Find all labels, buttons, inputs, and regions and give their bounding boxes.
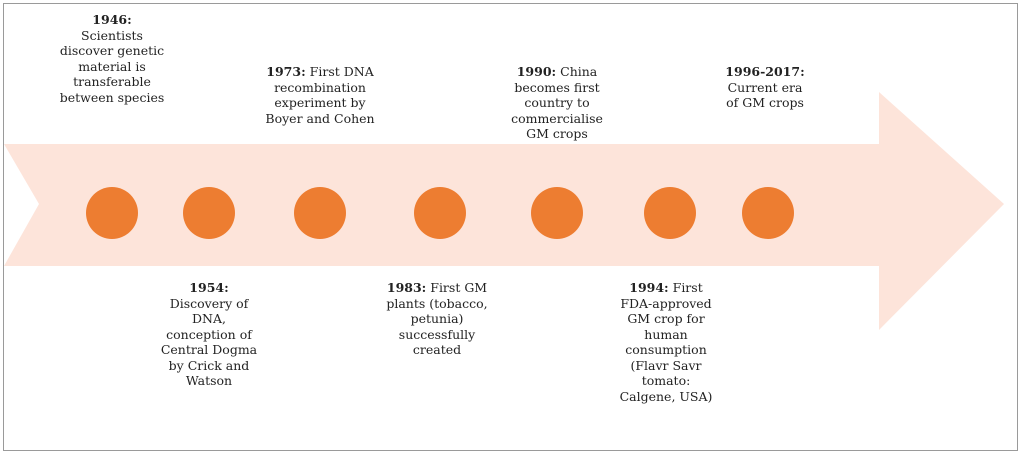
- event-year: 1990:: [516, 64, 557, 79]
- timeline-dot-1996-2017: [742, 187, 794, 239]
- event-year: 1946:: [92, 12, 132, 27]
- event-text: First GM plants (tobacco, petunia) succe…: [386, 280, 488, 357]
- timeline-dot-1973: [294, 187, 346, 239]
- event-text: Current era of GM crops: [726, 79, 804, 111]
- event-label-1994: 1994: First FDA-approved GM crop for hum…: [614, 280, 718, 404]
- event-text: Discovery of DNA, conception of Central …: [160, 295, 258, 389]
- event-year: 1996-2017:: [725, 64, 805, 79]
- event-year: 1994:: [629, 280, 669, 295]
- timeline-dot-1990: [531, 187, 583, 239]
- event-label-1954: 1954: Discovery of DNA, conception of Ce…: [160, 280, 258, 389]
- event-label-1996-2017: 1996-2017: Current era of GM crops: [720, 64, 810, 111]
- event-label-1973: 1973: First DNA recombination experiment…: [254, 64, 386, 126]
- event-year: 1954:: [189, 280, 229, 295]
- event-text: First DNA recombination experiment by Bo…: [265, 64, 375, 126]
- event-label-1946: 1946: Scientists discover genetic materi…: [58, 12, 166, 105]
- event-text: Scientists discover genetic material is …: [59, 27, 165, 105]
- event-label-1983: 1983: First GM plants (tobacco, petunia)…: [382, 280, 492, 358]
- timeline-dot-1946: [86, 187, 138, 239]
- event-year: 1983:: [386, 280, 427, 295]
- timeline-dot-1983: [414, 187, 466, 239]
- timeline-arrow: [4, 92, 1004, 330]
- event-year: 1973:: [266, 64, 306, 79]
- timeline-dot-1954: [183, 187, 235, 239]
- timeline-frame: 1946: Scientists discover genetic materi…: [3, 3, 1018, 451]
- event-text: China becomes first country to commercia…: [511, 64, 603, 141]
- timeline-dot-1994: [644, 187, 696, 239]
- event-text: First FDA-approved GM crop for human con…: [619, 280, 713, 404]
- event-label-1990: 1990: China becomes first country to com…: [498, 64, 616, 142]
